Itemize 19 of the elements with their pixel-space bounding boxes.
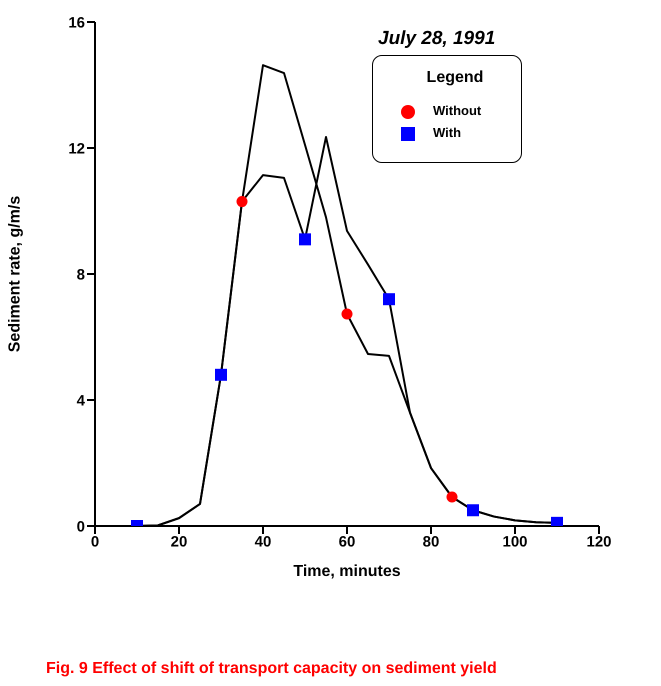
- y-tick-label: 0: [76, 518, 85, 536]
- legend-label: Without: [433, 103, 482, 118]
- y-tick-label: 16: [68, 14, 85, 32]
- y-axis-title: Sediment rate, g/m/s: [6, 196, 24, 352]
- legend-label: With: [433, 125, 462, 140]
- y-tick-label: 4: [76, 392, 86, 410]
- x-tick-label: 0: [90, 534, 100, 551]
- x-tick-label: 60: [338, 534, 356, 551]
- chart-subtitle: July 28, 1991: [378, 28, 496, 50]
- x-tick-label: 20: [170, 534, 188, 551]
- y-tick-label: 12: [68, 140, 85, 158]
- y-tick-label: 8: [76, 266, 85, 284]
- text: Fig. 9 Effect of shift of transport capacity on sediment yield: [46, 660, 497, 678]
- x-tick-label: 80: [422, 534, 440, 551]
- x-tick-label: 100: [502, 534, 528, 551]
- x-tick-label: 120: [586, 534, 612, 551]
- x-tick-label: 40: [254, 534, 272, 551]
- legend-title: Legend: [426, 69, 484, 87]
- x-axis-title: Time, minutes: [293, 563, 401, 580]
